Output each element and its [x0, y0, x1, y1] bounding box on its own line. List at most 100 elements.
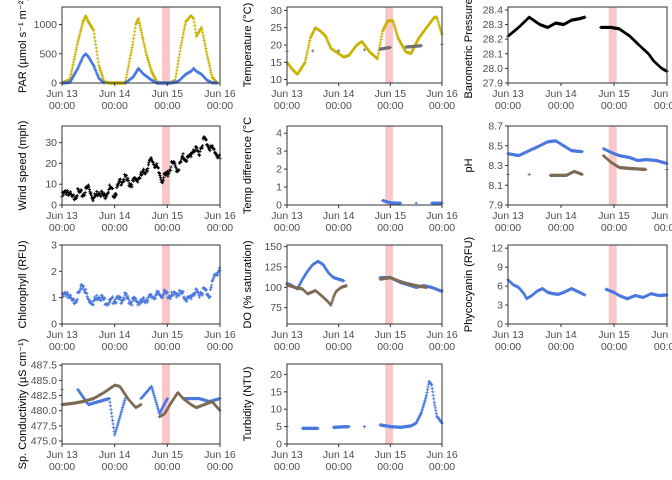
data-point: [89, 299, 93, 304]
data-point: [201, 292, 205, 296]
data-point: [155, 403, 159, 407]
data-point: [142, 167, 146, 171]
data-point: [126, 296, 130, 300]
data-point: [124, 173, 128, 177]
data-point: [184, 297, 188, 301]
data-point: [119, 409, 124, 413]
series-blue: [285, 379, 444, 430]
x-tick-label-time: 00:00: [377, 341, 403, 353]
x-tick-label-time: 00:00: [377, 100, 403, 112]
y-tick-label: 100: [264, 282, 282, 294]
x-tick-label: Jun 14: [323, 329, 355, 341]
x-tick-label: Jun 15: [375, 88, 407, 100]
data-point: [307, 41, 311, 45]
x-tick-label-time: 00:00: [429, 100, 455, 112]
data-point: [206, 59, 211, 63]
data-point: [201, 31, 205, 35]
data-point: [112, 426, 116, 430]
data-point: [342, 279, 346, 283]
data-point: [431, 390, 435, 394]
x-tick-label: Jun 16: [426, 329, 458, 341]
data-point: [189, 155, 193, 159]
x-tick-label: Jun 16: [204, 88, 236, 100]
data-point: [89, 194, 94, 198]
y-axis-title: PAR (µmol s⁻¹ m⁻²): [17, 0, 29, 93]
y-tick-label: 28.1: [483, 48, 504, 60]
data-point: [69, 70, 74, 74]
data-point: [209, 283, 214, 287]
x-tick-label-time: 00:00: [495, 341, 521, 353]
data-point: [154, 293, 158, 298]
data-point: [88, 192, 93, 196]
data-point: [304, 55, 308, 60]
data-point: [133, 29, 137, 34]
data-point: [207, 63, 212, 68]
data-point: [70, 65, 75, 69]
data-point: [391, 19, 395, 23]
data-point: [65, 290, 69, 295]
data-point: [139, 31, 144, 35]
data-point: [175, 68, 179, 73]
data-point: [71, 62, 75, 67]
data-point: [193, 27, 197, 31]
y-tick-label: 30: [45, 137, 57, 149]
data-point: [217, 408, 222, 412]
data-point: [98, 67, 102, 71]
data-point: [392, 22, 396, 26]
y-tick-label: 0: [51, 78, 57, 90]
data-point: [92, 28, 96, 32]
data-point: [202, 36, 206, 40]
data-point: [71, 60, 76, 64]
data-point: [183, 22, 187, 26]
data-point: [203, 41, 207, 45]
data-point: [119, 183, 124, 187]
data-point: [198, 150, 202, 154]
data-point: [394, 29, 398, 33]
data-point: [118, 177, 123, 181]
data-point: [113, 297, 117, 301]
data-point: [331, 297, 335, 301]
series-blue: [380, 198, 444, 205]
data-point: [100, 190, 105, 194]
data-point: [108, 400, 112, 404]
x-tick-label: Jun 14: [545, 210, 577, 222]
data-point: [151, 390, 155, 394]
data-point: [146, 298, 150, 302]
data-point: [193, 24, 197, 28]
data-point: [583, 15, 587, 19]
y-tick-label: 2: [276, 164, 282, 176]
data-point: [102, 194, 106, 198]
x-tick-label-time: 00:00: [377, 222, 403, 234]
data-point: [181, 155, 185, 159]
data-point: [439, 31, 444, 35]
data-point: [112, 301, 116, 306]
data-point: [209, 73, 214, 77]
data-point: [171, 293, 175, 297]
data-point: [132, 298, 136, 302]
data-point: [139, 403, 143, 407]
data-point: [164, 172, 168, 177]
data-point: [156, 166, 160, 170]
data-point: [106, 190, 110, 194]
data-point: [155, 162, 159, 166]
data-point: [185, 159, 189, 163]
x-tick-label-time: 00:00: [326, 341, 352, 353]
data-point: [140, 172, 144, 176]
data-point: [113, 195, 117, 200]
data-point: [204, 46, 208, 51]
data-point: [149, 156, 153, 160]
x-tick-label-time: 00:00: [548, 222, 574, 234]
data-point: [69, 72, 73, 77]
y-tick-label: 4: [276, 128, 282, 140]
data-point: [122, 296, 126, 300]
data-point: [154, 401, 158, 405]
highlight-band: [385, 7, 393, 83]
series-black: [506, 15, 669, 73]
data-point: [149, 67, 153, 72]
x-tick-label: Jun 14: [99, 449, 131, 461]
x-tick-label: Jun 13: [492, 329, 524, 341]
data-point: [144, 171, 148, 175]
data-point: [202, 39, 206, 43]
